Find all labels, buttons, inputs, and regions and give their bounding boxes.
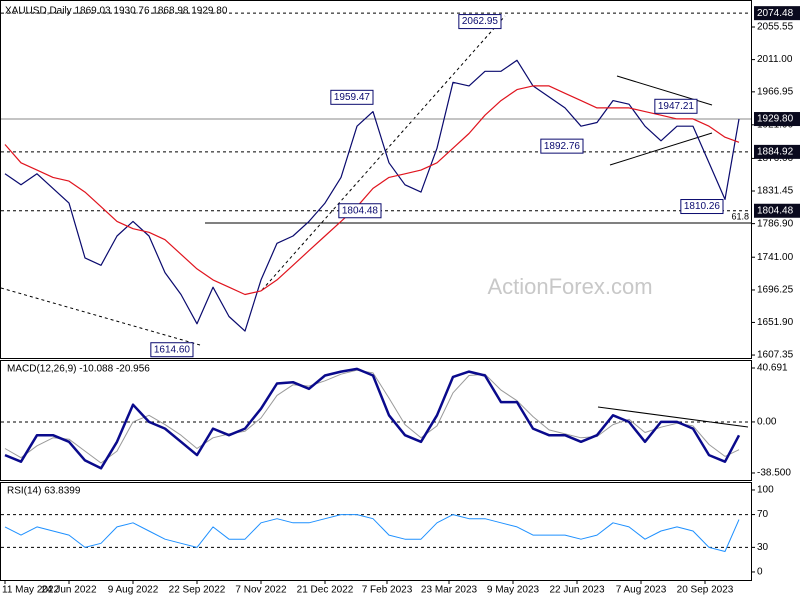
rsi-header: RSI(14) 63.8399 [7,486,81,497]
x-tick-label: 21 Dec 2022 [297,585,354,596]
series-line [4,514,740,552]
x-tick-label: 7 Nov 2022 [235,585,287,596]
annotation-label: 1892.76 [544,141,581,152]
x-tick-label: 22 Sep 2022 [169,585,226,596]
annotation-label: 1614.60 [154,344,191,355]
trendline [609,132,713,166]
level-tag [754,112,800,127]
x-tick-label: 24 Jun 2022 [41,585,96,596]
x-tick-label: 20 Sep 2023 [677,585,734,596]
trendline [0,287,201,346]
y-tick-label: 0 [757,567,763,578]
y-tick-label: 1741.00 [757,252,794,263]
level-tag [754,6,800,21]
annotation-label: 1804.48 [342,205,379,216]
trendline [261,15,506,291]
series-line [4,85,740,296]
annotation-label: 1959.47 [334,92,371,103]
level-tag [754,203,800,218]
annotation-box [654,98,698,114]
level-tag [754,144,800,159]
series-line [4,367,741,470]
chart-header: XAUUSD,Daily 1869.03 1930.76 1868.98 192… [5,6,228,17]
y-tick-label: 0.00 [757,417,777,428]
y-tick-label: 30 [757,542,769,553]
fib-label: 61.8 [731,211,749,221]
x-tick-label: 7 Feb 2023 [362,585,413,596]
y-tick-label: 2055.55 [757,22,794,33]
x-tick-label: 9 May 2023 [487,585,540,596]
y-tick-label: 1966.95 [757,86,794,97]
y-tick-label: 2011.00 [757,54,793,65]
panel-frames [0,0,752,581]
annotation-box [330,89,374,105]
series-line [4,369,740,464]
annotation-box [680,199,724,215]
watermark: ActionForex.com [487,274,652,299]
annotation-box [540,138,584,154]
y-tick-label: 1786.90 [757,218,794,229]
level-label: 2074.48 [757,8,794,19]
y-tick-label: 70 [757,509,769,520]
x-tick-label: 22 Jun 2023 [549,585,604,596]
y-tick-label: 1831.45 [757,186,794,197]
x-tick-label: 11 May 2022 [2,585,60,596]
annotation-box [150,342,194,358]
annotation-label: 1947.21 [658,101,695,112]
trendline [597,406,749,428]
macd-header: MACD(12,26,9) -10.088 -20.956 [7,364,150,375]
y-tick-label: 1607.35 [757,350,794,361]
y-tick-label: 100 [757,485,774,496]
rsi-frame [0,482,752,581]
annotation-box [338,203,382,219]
x-tick-label: 23 Mar 2023 [421,585,478,596]
y-tick-label: 1696.25 [757,285,794,296]
level-label: 1929.80 [757,114,794,125]
x-tick-label: 9 Aug 2022 [108,585,159,596]
y-tick-label: 1651.90 [757,317,794,328]
level-label: 1884.92 [757,147,794,158]
level-label: 1804.48 [757,205,794,216]
price-frame [0,0,752,359]
macd-frame [0,360,752,481]
x-tick-label: 7 Aug 2023 [616,585,667,596]
annotation-box [458,14,502,30]
y-tick-label: 40.691 [757,363,788,374]
annotation-label: 2062.95 [462,16,499,27]
annotation-label: 1810.26 [684,201,721,212]
y-tick-label: -38.500 [757,468,791,479]
